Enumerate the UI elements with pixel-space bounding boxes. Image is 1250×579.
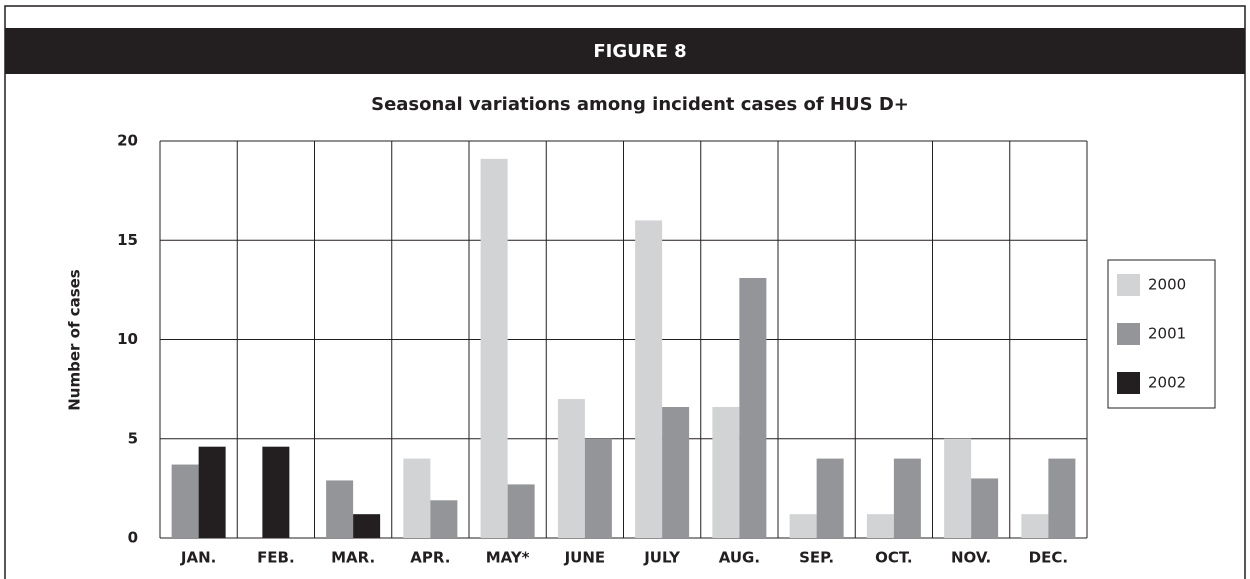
bar [557,399,585,538]
bar [480,158,508,539]
bar [262,446,290,538]
bar [353,514,381,538]
x-tick-label: JUNE [564,549,606,567]
frame [4,5,1246,579]
bar [1021,514,1049,538]
bar [971,478,999,538]
y-tick-label: 15 [117,231,138,249]
x-tick-label: MAR. [331,549,375,567]
y-axis-label: Number of cases [66,269,84,411]
legend-swatch [1117,323,1140,345]
x-tick-label: SEP. [799,549,834,567]
x-tick-label: FEB. [257,549,295,567]
bar [326,480,354,538]
legend-label: 2000 [1148,276,1186,294]
bar [198,446,226,538]
bar [816,458,844,538]
bar [1048,458,1076,538]
figure-label: FIGURE 8 [593,41,686,62]
x-tick-label: AUG. [719,549,760,567]
y-tick-label: 20 [117,132,138,150]
legend-label: 2002 [1148,374,1186,392]
y-tick-label: 5 [128,429,138,447]
bar [635,220,663,538]
bar [712,406,740,538]
y-tick-label: 0 [128,529,138,547]
bar [739,277,767,538]
bar [944,438,972,538]
legend-label: 2001 [1148,325,1186,343]
bar [866,514,894,538]
bar [584,438,612,538]
y-tick-label: 10 [117,330,138,348]
header-bar [5,28,1245,74]
bar [507,484,535,538]
x-tick-label: MAY* [486,549,530,567]
x-tick-label: OCT. [875,549,912,567]
bar [893,458,921,538]
x-tick-label: APR. [410,549,450,567]
bar [789,514,817,538]
x-tick-label: DEC. [1029,549,1068,567]
x-tick-label: JULY [643,549,681,567]
bar [403,458,431,538]
x-tick-label: JAN. [180,549,216,567]
x-tick-label: NOV. [951,549,991,567]
bar [171,464,199,538]
chart-title: Seasonal variations among incident cases… [371,94,909,115]
bar [430,500,458,538]
legend-swatch [1117,372,1140,394]
bar [662,406,690,538]
legend-swatch [1117,274,1140,296]
